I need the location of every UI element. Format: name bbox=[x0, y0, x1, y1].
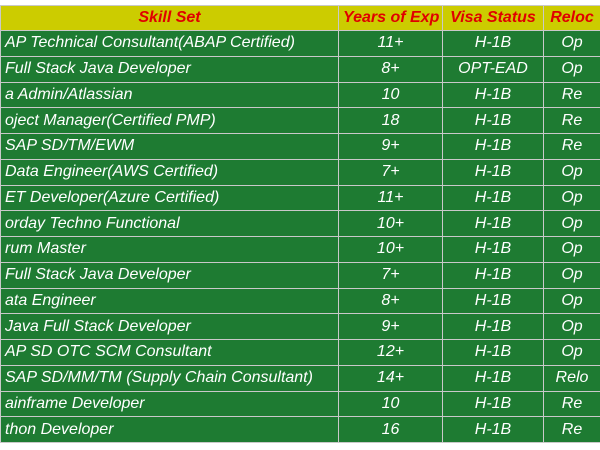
table-cell: AP SD OTC SCM Consultant bbox=[0, 339, 339, 366]
table-row: Data Engineer(AWS Certified) 7+ H-1B Op bbox=[0, 158, 600, 186]
table-cell: H-1B bbox=[442, 184, 544, 212]
header-cell: Reloc bbox=[543, 5, 600, 31]
table-cell: 9+ bbox=[338, 313, 443, 340]
table-cell: Op bbox=[543, 261, 600, 289]
table-cell: 16 bbox=[338, 416, 443, 443]
table-cell: H-1B bbox=[442, 313, 544, 340]
table-cell: H-1B bbox=[442, 210, 544, 237]
header-row: Skill Set Years of Exp Visa Status Reloc bbox=[0, 5, 600, 31]
table-body: AP Technical Consultant(ABAP Certified) 1… bbox=[0, 30, 600, 443]
table-cell: 7+ bbox=[338, 261, 443, 289]
table-cell: OPT-EAD bbox=[442, 55, 544, 83]
table-cell: ET Developer(Azure Certified) bbox=[0, 184, 339, 212]
table-row: orday Techno Functional 10+ H-1B Op bbox=[0, 210, 600, 237]
table-cell: H-1B bbox=[442, 339, 544, 366]
table-cell: AP Technical Consultant(ABAP Certified) bbox=[0, 30, 339, 57]
table-cell: 10+ bbox=[338, 210, 443, 237]
table-cell: 14+ bbox=[338, 364, 443, 392]
table-cell: 10 bbox=[338, 81, 443, 109]
table-cell: 10 bbox=[338, 390, 443, 418]
table-cell: rum Master bbox=[0, 236, 339, 263]
table-row: AP SD OTC SCM Consultant 12+ H-1B Op bbox=[0, 339, 600, 366]
table-cell: Op bbox=[543, 158, 600, 186]
table-row: Full Stack Java Developer 8+ OPT-EAD Op bbox=[0, 55, 600, 83]
table-cell: Op bbox=[543, 339, 600, 366]
table-cell: Java Full Stack Developer bbox=[0, 313, 339, 340]
table-cell: ata Engineer bbox=[0, 287, 339, 315]
table-cell: H-1B bbox=[442, 287, 544, 315]
table-cell: Re bbox=[543, 81, 600, 109]
table-cell: H-1B bbox=[442, 158, 544, 186]
table-cell: a Admin/Atlassian bbox=[0, 81, 339, 109]
table-cell: H-1B bbox=[442, 261, 544, 289]
table-cell: H-1B bbox=[442, 107, 544, 134]
table-cell: Re bbox=[543, 416, 600, 443]
table-cell: 8+ bbox=[338, 287, 443, 315]
table-row: oject Manager(Certified PMP) 18 H-1B Re bbox=[0, 107, 600, 134]
table-cell: H-1B bbox=[442, 416, 544, 443]
table-row: AP Technical Consultant(ABAP Certified) 1… bbox=[0, 30, 600, 57]
table-cell: oject Manager(Certified PMP) bbox=[0, 107, 339, 134]
table-row: SAP SD/MM/TM (Supply Chain Consultant) 14… bbox=[0, 364, 600, 392]
table-row: rum Master 10+ H-1B Op bbox=[0, 236, 600, 263]
table-cell: Op bbox=[543, 210, 600, 237]
table-cell: Op bbox=[543, 184, 600, 212]
table-cell: 11+ bbox=[338, 184, 443, 212]
table-cell: thon Developer bbox=[0, 416, 339, 443]
table-cell: Full Stack Java Developer bbox=[0, 55, 339, 83]
table-cell: ainframe Developer bbox=[0, 390, 339, 418]
table-cell: H-1B bbox=[442, 133, 544, 160]
table-cell: Op bbox=[543, 55, 600, 83]
table-cell: Data Engineer(AWS Certified) bbox=[0, 158, 339, 186]
table-cell: H-1B bbox=[442, 81, 544, 109]
table-row: thon Developer 16 H-1B Re bbox=[0, 416, 600, 443]
header-cell: Visa Status bbox=[442, 5, 544, 31]
table-cell: Op bbox=[543, 287, 600, 315]
table-cell: Op bbox=[543, 236, 600, 263]
table-cell: Op bbox=[543, 313, 600, 340]
table-cell: H-1B bbox=[442, 390, 544, 418]
table-cell: Op bbox=[543, 30, 600, 57]
table-cell: SAP SD/MM/TM (Supply Chain Consultant) bbox=[0, 364, 339, 392]
table-cell: SAP SD/TM/EWM bbox=[0, 133, 339, 160]
skills-table: Skill Set Years of Exp Visa Status Reloc AP… bbox=[0, 5, 600, 443]
header-cell: Years of Exp bbox=[338, 5, 443, 31]
table-cell: 7+ bbox=[338, 158, 443, 186]
table-cell: Re bbox=[543, 107, 600, 134]
table-cell: H-1B bbox=[442, 236, 544, 263]
header-cell: Skill Set bbox=[0, 5, 339, 31]
table-cell: orday Techno Functional bbox=[0, 210, 339, 237]
table-cell: 18 bbox=[338, 107, 443, 134]
table-row: Full Stack Java Developer 7+ H-1B Op bbox=[0, 261, 600, 289]
table-row: a Admin/Atlassian 10 H-1B Re bbox=[0, 81, 600, 109]
table-cell: 11+ bbox=[338, 30, 443, 57]
table-row: ata Engineer 8+ H-1B Op bbox=[0, 287, 600, 315]
table-cell: 9+ bbox=[338, 133, 443, 160]
table-cell: Relo bbox=[543, 364, 600, 392]
table-cell: H-1B bbox=[442, 364, 544, 392]
table-row: ainframe Developer 10 H-1B Re bbox=[0, 390, 600, 418]
table-row: ET Developer(Azure Certified) 11+ H-1B Op bbox=[0, 184, 600, 212]
table-cell: Full Stack Java Developer bbox=[0, 261, 339, 289]
table-cell: 12+ bbox=[338, 339, 443, 366]
table-row: SAP SD/TM/EWM 9+ H-1B Re bbox=[0, 133, 600, 160]
table-cell: Re bbox=[543, 390, 600, 418]
table-cell: H-1B bbox=[442, 30, 544, 57]
table-cell: 8+ bbox=[338, 55, 443, 83]
table-row: Java Full Stack Developer 9+ H-1B Op bbox=[0, 313, 600, 340]
table-cell: Re bbox=[543, 133, 600, 160]
table-cell: 10+ bbox=[338, 236, 443, 263]
